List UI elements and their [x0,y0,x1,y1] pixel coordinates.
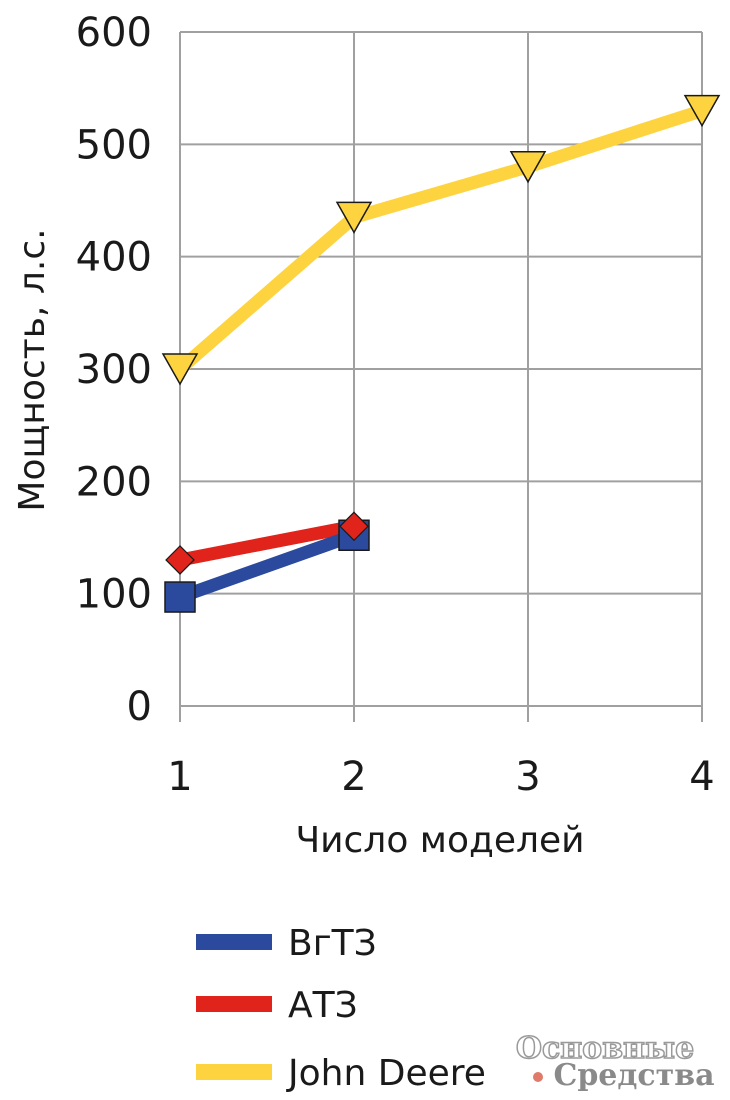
marker-triangle-down [335,201,373,234]
grid-lines [179,31,703,707]
legend-label: ВгТЗ [288,923,377,964]
y-tick-label: 400 [76,235,152,281]
y-tick-label: 200 [76,459,152,505]
y-tick-label: 300 [76,347,152,393]
y-tick-label: 600 [76,10,152,56]
legend-swatch [196,1064,272,1080]
y-axis-title: Мощность, л.с. [12,228,53,511]
x-tick-label: 3 [515,754,540,800]
marker-square [164,581,196,613]
marker-triangle-down [509,151,547,184]
watermark-logo: Основные Средства [515,1030,714,1093]
marker-diamond [339,511,369,542]
legend-label: АТЗ [288,985,358,1026]
y-tick-label: 0 [127,684,152,730]
marker-triangle-down [161,353,199,386]
series-line-0 [173,528,361,604]
y-tick-label: 100 [76,572,152,618]
watermark-line2: Средства [553,1058,714,1093]
legend-label: John Deere [286,1053,486,1094]
legend-swatch [196,996,272,1012]
watermark-dot [533,1072,543,1082]
series-line-2 [173,104,709,376]
series-line-1 [173,519,361,567]
legend: ВгТЗ АТЗ John Deere [196,923,486,1094]
x-tick-label: 1 [167,754,192,800]
series-group [161,94,721,613]
legend-swatch [196,934,272,950]
marker-diamond [165,545,195,575]
marker-triangle-down [683,94,721,128]
x-axis-title: Число моделей [295,820,584,861]
y-tick-label: 500 [76,122,152,168]
watermark-line1: Основные [516,1031,694,1066]
axes: 0 100 200 300 400 500 600 1 2 3 4 [76,10,715,800]
x-tick-label: 2 [341,754,366,800]
x-tick-label: 4 [689,754,714,800]
